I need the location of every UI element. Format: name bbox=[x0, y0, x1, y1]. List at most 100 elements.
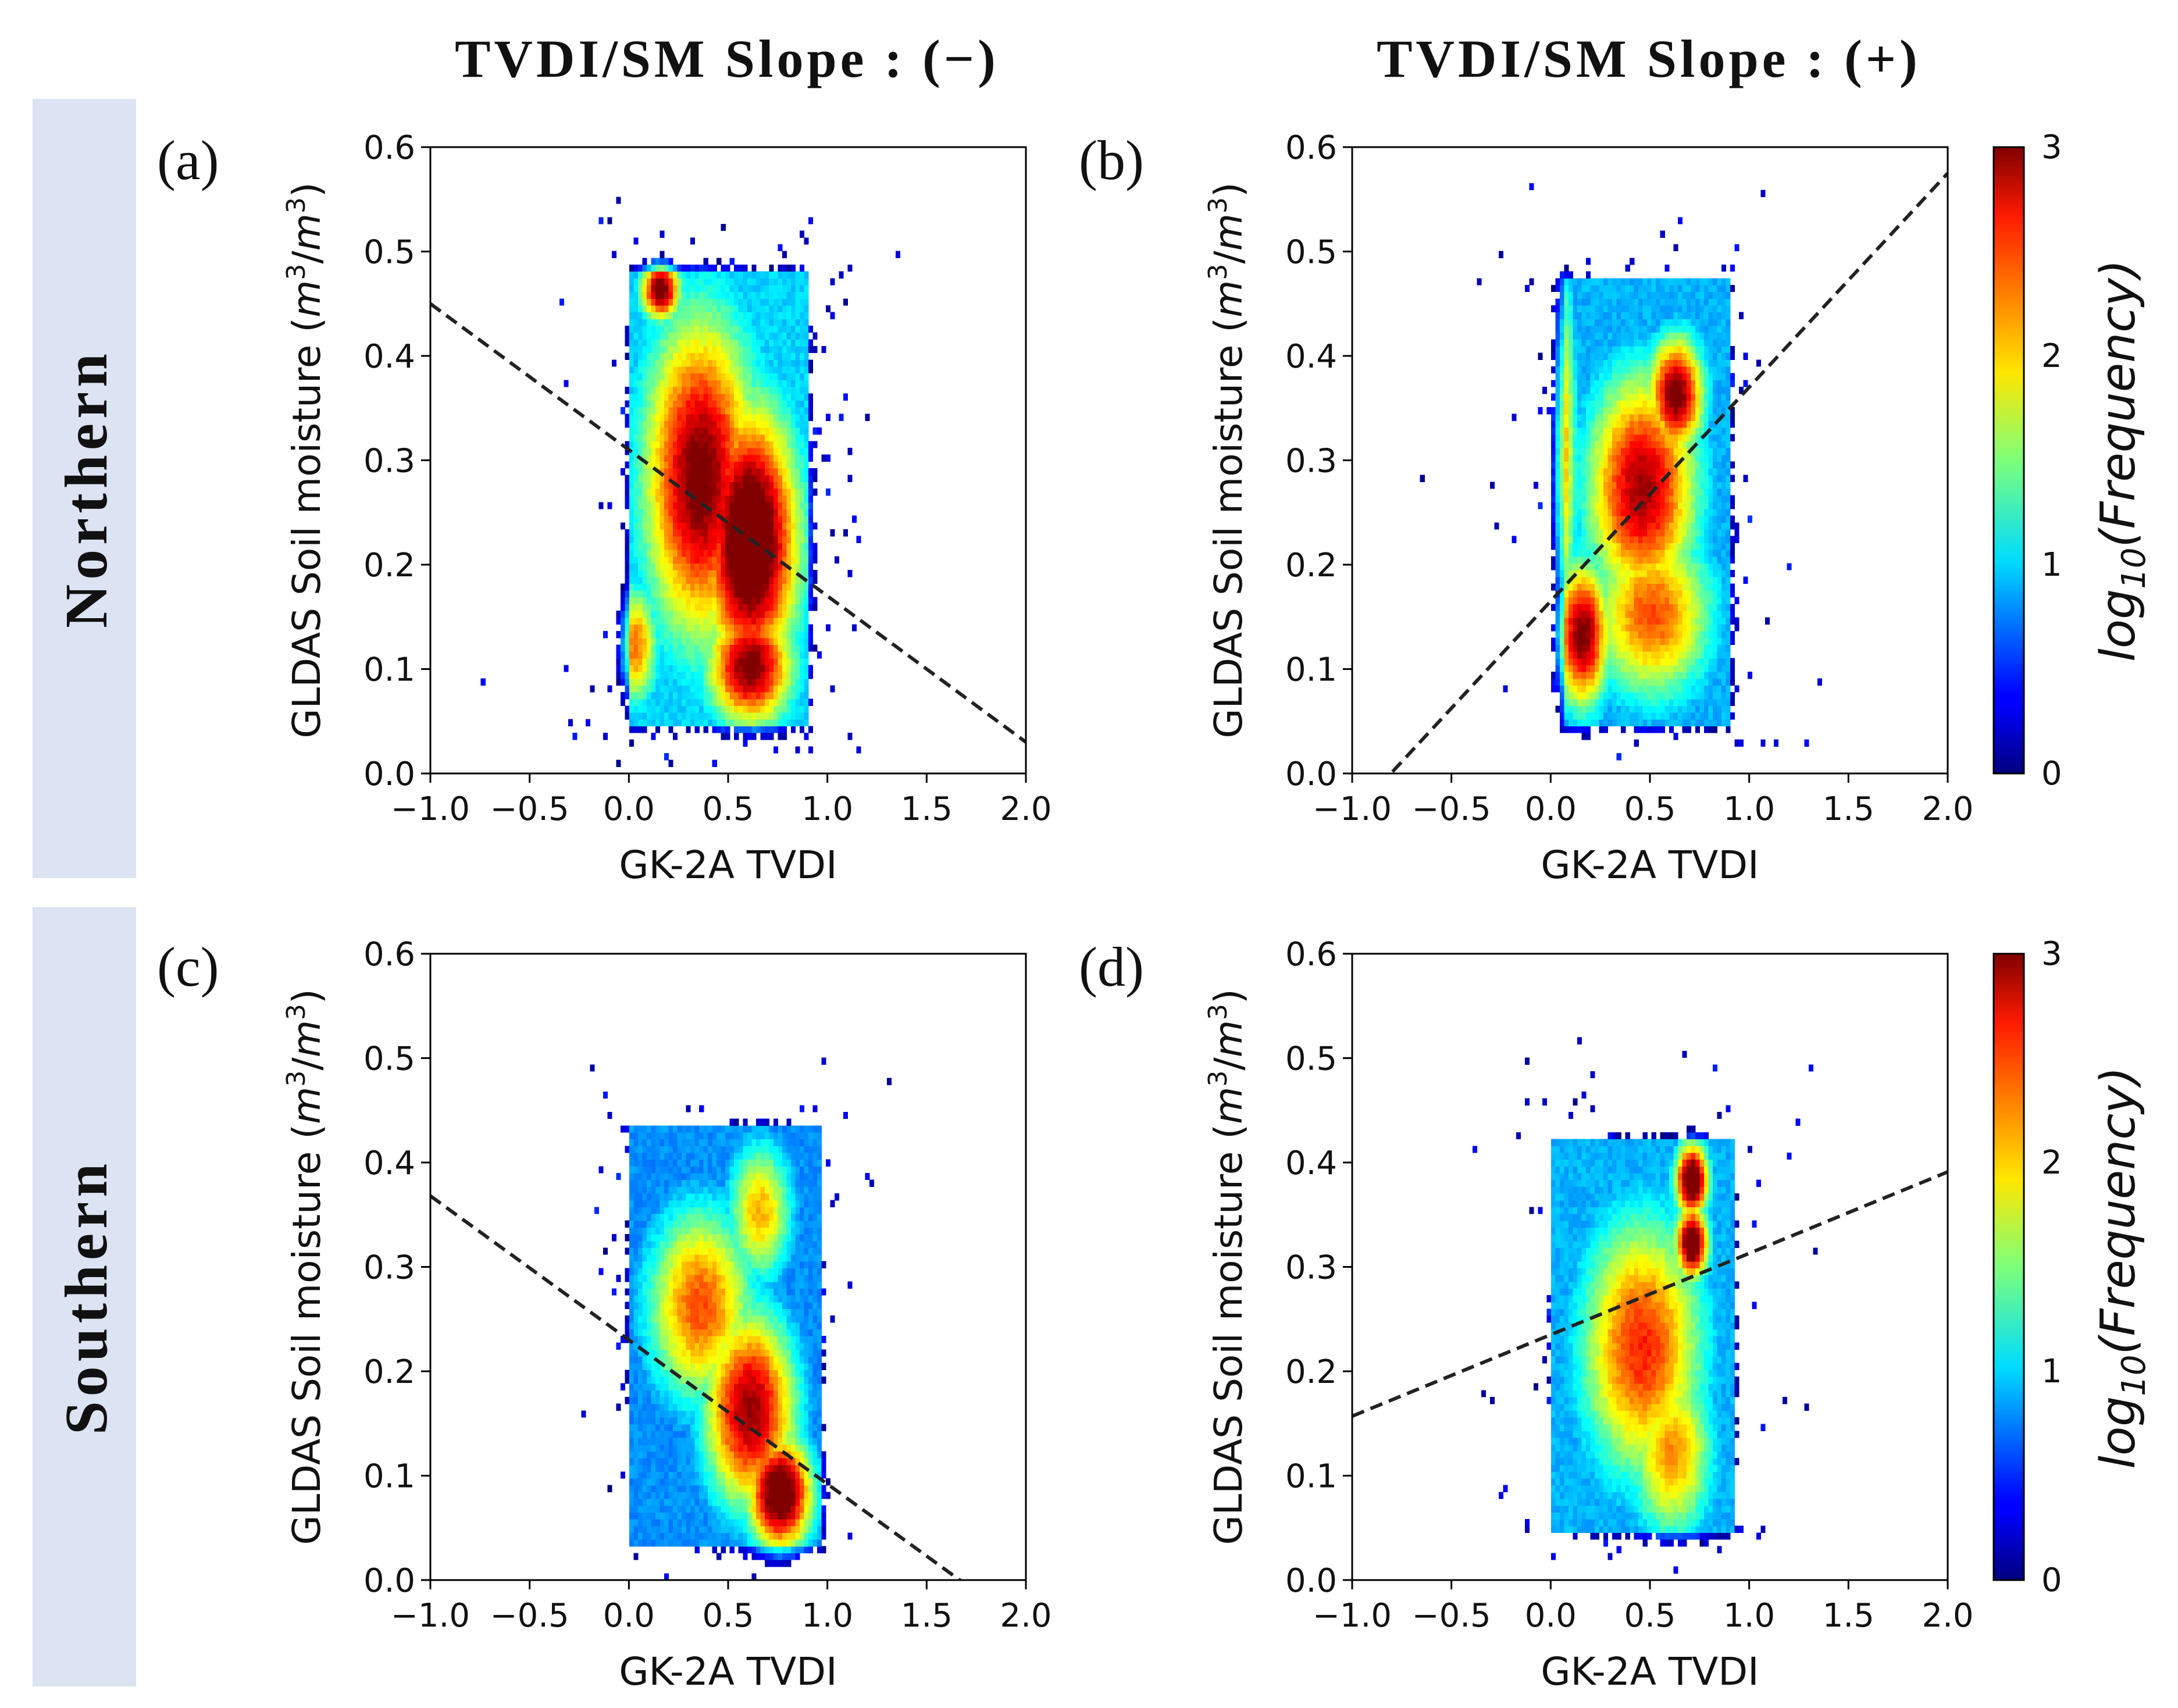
heatmap-cell bbox=[1621, 665, 1626, 672]
heatmap-cell bbox=[769, 475, 774, 482]
heatmap-cell bbox=[694, 617, 700, 625]
heatmap-cell bbox=[708, 658, 713, 665]
heatmap-cell bbox=[638, 536, 643, 543]
heatmap-cell bbox=[647, 373, 652, 380]
heatmap-cell bbox=[694, 543, 700, 550]
heatmap-cell bbox=[1630, 448, 1635, 455]
heatmap-cell bbox=[1616, 712, 1621, 720]
heatmap-cell bbox=[1634, 407, 1639, 415]
heatmap-cell bbox=[1616, 576, 1621, 584]
heatmap-cell bbox=[725, 461, 730, 469]
heatmap-cell bbox=[699, 373, 704, 380]
heatmap-cell bbox=[1494, 522, 1499, 530]
heatmap-cell bbox=[1647, 495, 1652, 502]
heatmap-cell bbox=[1595, 698, 1600, 706]
heatmap-cell bbox=[633, 305, 639, 313]
heatmap-cell bbox=[795, 345, 800, 354]
heatmap-cell bbox=[712, 454, 717, 462]
heatmap-cell bbox=[1560, 550, 1565, 557]
heatmap-cell bbox=[769, 597, 774, 604]
heatmap-cell bbox=[638, 570, 643, 577]
heatmap-cell bbox=[738, 298, 743, 306]
heatmap-cell bbox=[1638, 712, 1644, 720]
heatmap-cell bbox=[708, 719, 713, 726]
heatmap-cell bbox=[1647, 726, 1652, 733]
heatmap-cell bbox=[625, 488, 630, 496]
heatmap-cell bbox=[703, 529, 708, 537]
heatmap-cell bbox=[747, 413, 752, 421]
heatmap-cell bbox=[1603, 556, 1609, 564]
heatmap-cell bbox=[755, 536, 761, 543]
heatmap-cell bbox=[734, 665, 739, 672]
heatmap-cell bbox=[1660, 482, 1665, 489]
heatmap-cell bbox=[1586, 550, 1591, 557]
heatmap-cell bbox=[764, 570, 769, 577]
heatmap-cell bbox=[1612, 319, 1617, 326]
heatmap-cell bbox=[773, 305, 778, 313]
heatmap-cell bbox=[1651, 712, 1656, 720]
heatmap-cell bbox=[764, 556, 769, 564]
heatmap-cell bbox=[664, 427, 669, 435]
heatmap-cell bbox=[703, 583, 708, 591]
heatmap-cell bbox=[699, 536, 704, 543]
heatmap-cell bbox=[1638, 611, 1644, 618]
heatmap-cell bbox=[1595, 278, 1600, 286]
heatmap-cell bbox=[1569, 624, 1574, 632]
heatmap-cell bbox=[568, 719, 573, 726]
heatmap-cell bbox=[1651, 597, 1656, 604]
heatmap-cell bbox=[1616, 502, 1621, 509]
heatmap-cell bbox=[804, 733, 809, 740]
heatmap-cell bbox=[1555, 529, 1560, 537]
heatmap-cell bbox=[1599, 651, 1604, 659]
heatmap-cell bbox=[734, 651, 739, 659]
heatmap-cell bbox=[703, 332, 708, 340]
heatmap-cell bbox=[729, 312, 735, 319]
heatmap-cell bbox=[769, 278, 774, 286]
heatmap-cell bbox=[686, 475, 691, 482]
heatmap-cell bbox=[673, 271, 678, 279]
heatmap-cell bbox=[1616, 454, 1621, 462]
heatmap-cell bbox=[725, 712, 730, 720]
heatmap-cell bbox=[1621, 604, 1626, 611]
heatmap-cell bbox=[625, 325, 630, 333]
heatmap-cell bbox=[1560, 373, 1565, 380]
heatmap-cell bbox=[721, 651, 726, 659]
heatmap-cell bbox=[1586, 319, 1591, 326]
heatmap-cell bbox=[625, 441, 630, 448]
heatmap-cell bbox=[1651, 726, 1656, 733]
heatmap-cell bbox=[1642, 685, 1648, 693]
heatmap-cell bbox=[660, 685, 665, 693]
heatmap-cell bbox=[1625, 543, 1630, 550]
heatmap-cell bbox=[1656, 685, 1661, 693]
heatmap-cell bbox=[1555, 644, 1560, 652]
heatmap-cell bbox=[1630, 325, 1635, 333]
heatmap-cell bbox=[1673, 644, 1678, 652]
heatmap-cell bbox=[1564, 325, 1569, 333]
heatmap-cell bbox=[804, 502, 809, 509]
heatmap-cell bbox=[1595, 441, 1600, 448]
heatmap-cell bbox=[1573, 550, 1578, 557]
heatmap-cell bbox=[795, 434, 800, 441]
heatmap-cell bbox=[790, 495, 796, 502]
heatmap-cell bbox=[743, 284, 748, 293]
heatmap-cell bbox=[729, 488, 735, 496]
heatmap-cell bbox=[786, 312, 792, 319]
heatmap-cell bbox=[1607, 651, 1613, 659]
heatmap-cell bbox=[633, 427, 639, 435]
heatmap-cell bbox=[1581, 284, 1587, 293]
heatmap-cell bbox=[660, 590, 665, 598]
heatmap-cell bbox=[1630, 298, 1635, 306]
heatmap-cell bbox=[1564, 400, 1569, 408]
heatmap-cell bbox=[747, 448, 752, 455]
heatmap-cell bbox=[686, 570, 691, 577]
heatmap-cell bbox=[1573, 325, 1578, 333]
heatmap-cell bbox=[743, 515, 748, 523]
heatmap-cell bbox=[708, 651, 713, 659]
heatmap-cell bbox=[642, 475, 647, 482]
heatmap-cell bbox=[1595, 387, 1600, 394]
heatmap-cell bbox=[647, 570, 652, 577]
heatmap-cell bbox=[612, 251, 617, 258]
heatmap-cell bbox=[633, 352, 639, 360]
heatmap-cell bbox=[1664, 543, 1670, 550]
heatmap-cell bbox=[1656, 698, 1661, 706]
